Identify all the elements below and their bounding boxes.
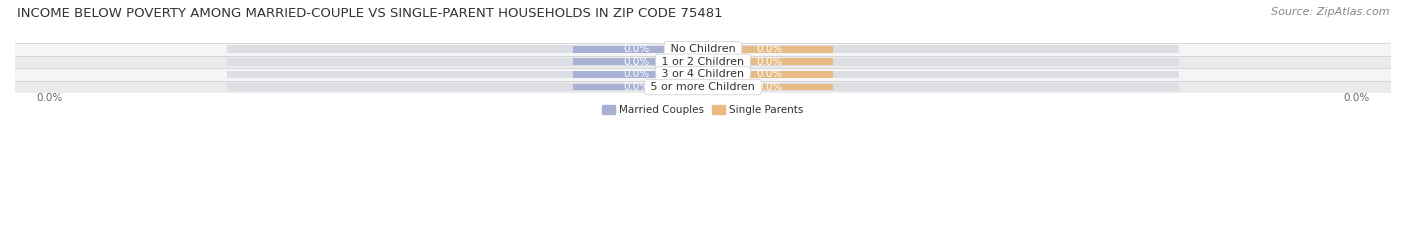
Bar [703,45,1180,53]
Text: 0.0%: 0.0% [756,69,783,79]
Text: Source: ZipAtlas.com: Source: ZipAtlas.com [1271,7,1389,17]
Text: 0.0%: 0.0% [623,57,650,67]
Bar [15,81,1391,93]
Text: 1 or 2 Children: 1 or 2 Children [658,57,748,67]
Bar [706,58,834,65]
Text: INCOME BELOW POVERTY AMONG MARRIED-COUPLE VS SINGLE-PARENT HOUSEHOLDS IN ZIP COD: INCOME BELOW POVERTY AMONG MARRIED-COUPL… [17,7,723,20]
Bar [572,46,700,53]
Bar [703,71,1180,78]
Bar [703,83,1180,91]
Legend: Married Couples, Single Parents: Married Couples, Single Parents [599,101,807,119]
Bar [706,84,834,90]
Bar [572,58,700,65]
Bar [703,58,1180,66]
Bar [226,58,703,66]
Bar [226,71,703,78]
Text: No Children: No Children [666,44,740,54]
Bar [15,55,1391,68]
Text: 5 or more Children: 5 or more Children [647,82,759,92]
Text: 0.0%: 0.0% [37,93,62,103]
Bar [226,83,703,91]
Text: 0.0%: 0.0% [623,69,650,79]
Text: 0.0%: 0.0% [756,82,783,92]
Bar [572,71,700,78]
Bar [706,46,834,53]
Bar [15,68,1391,81]
Bar [572,84,700,90]
Text: 0.0%: 0.0% [756,57,783,67]
Bar [15,43,1391,55]
Text: 0.0%: 0.0% [756,44,783,54]
Bar [226,45,703,53]
Text: 0.0%: 0.0% [1344,93,1369,103]
Bar [706,71,834,78]
Text: 3 or 4 Children: 3 or 4 Children [658,69,748,79]
Text: 0.0%: 0.0% [623,44,650,54]
Text: 0.0%: 0.0% [623,82,650,92]
